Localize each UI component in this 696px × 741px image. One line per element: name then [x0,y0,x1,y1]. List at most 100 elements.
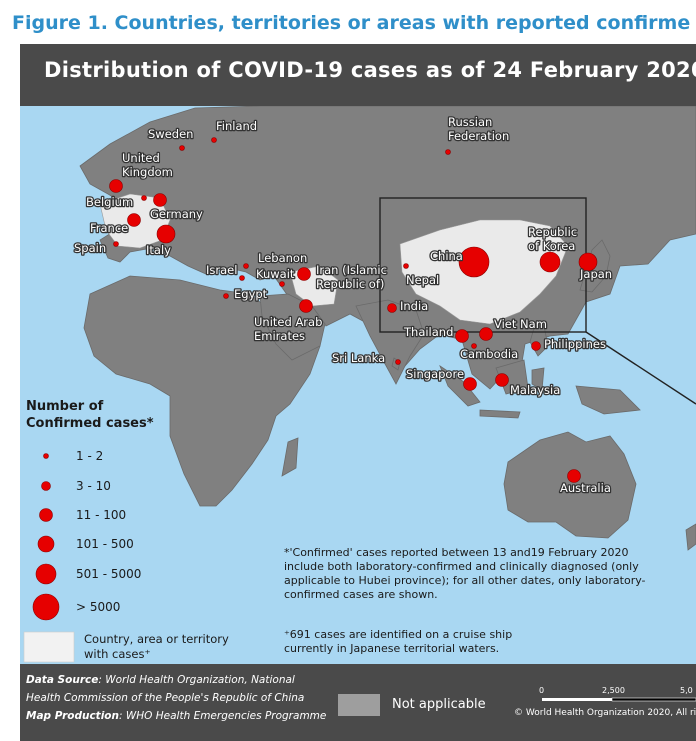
footnote-confirmed-line1: *'Confirmed' cases reported between 13 a… [284,546,629,559]
map-production: Map Production: WHO Health Emergencies P… [26,710,326,722]
legend-symbol-over-5000 [32,593,60,621]
marker-uk [109,179,123,193]
marker-israel [239,275,245,281]
country-label-thailand: Thailand [403,325,453,339]
footnote-cruise-line2: currently in Japanese territorial waters… [284,642,500,655]
legend-symbols [32,453,60,621]
country-label-line: Egypt [234,287,268,301]
legend-title-line1: Number of [26,399,104,414]
legend-country-with-cases-line2: with cases⁺ [84,647,151,661]
country-label-line: Philippines [544,337,606,351]
land-madagascar [281,437,299,477]
map-header: Distribution of COVID-19 cases as of 24 … [20,44,696,106]
country-label-line: of Korea [528,239,575,253]
marker-korea [539,251,561,273]
marker-egypt [223,293,229,299]
marker-belgium [141,195,147,201]
scale-tick-5000: 5,0 [680,686,693,695]
footnote-confirmed-line4: confirmed cases are shown. [284,588,438,601]
marker-uae [299,299,313,313]
country-label-egypt: Egypt [234,287,268,301]
country-labels: Sweden Finland United Kingdom Belgium Germany… [73,114,614,497]
footnote-confirmed-line2: include both laboratory-confirmed and cl… [284,560,639,573]
legend-swatch-with-cases [23,631,75,663]
country-label-line: Nepal [406,273,439,287]
marker-lebanon [243,263,249,269]
land-australia [503,431,637,539]
legend-symbol-501-5000 [35,563,57,585]
marker-italy [156,224,176,244]
country-label-united-arab-emirates: United Arab Emirates [254,315,322,343]
country-label-line: Lebanon [258,251,307,265]
legend-title-line2: Confirmed cases* [26,416,154,431]
country-label-china: China [430,249,463,263]
country-label-philippines: Philippines [544,337,606,351]
legend-class-3: 11 - 100 [76,508,127,522]
country-label-australia: Australia [560,481,611,495]
country-label-line: Kuwait [256,267,295,281]
country-label-line: Finland [216,119,257,133]
country-label-cambodia: Cambodia [460,347,518,361]
data-source-line2: Health Commission of the People's Republ… [26,692,305,704]
country-label-line: Cambodia [460,347,518,361]
legend-class-1: 1 - 2 [76,449,104,463]
country-label-line: Belgium [86,195,133,209]
country-label-line: France [90,221,128,235]
country-label-united-kingdom: United Kingdom [122,151,173,179]
footnote-cruise-line1: ⁺691 cases are identified on a cruise sh… [284,628,513,641]
figure-caption: Figure 1. Countries, territories or area… [12,12,691,34]
land-india [355,299,425,385]
country-label-line: China [430,249,463,263]
legend-country-with-cases-line1: Country, area or territory [84,632,229,646]
marker-india [387,303,397,313]
footnote-cruise: ⁺691 cases are identified on a cruise sh… [284,628,512,656]
country-label-germany: Germany [150,207,203,221]
country-label-sri-lanka: Sri Lanka [332,351,385,365]
country-label-line: Iran (Islamic [316,263,387,277]
marker-sweden [179,145,185,151]
country-label-sweden: Sweden [148,127,193,141]
land-sulawesi [531,367,545,391]
country-label-line: Kingdom [122,165,173,179]
land-java [479,409,521,419]
country-label-republic-of-korea: Republic of Korea [528,225,577,253]
case-markers [109,137,598,483]
country-label-line: United Arab [254,315,322,329]
marker-nepal [403,263,409,269]
legend-class-2: 3 - 10 [76,479,111,493]
country-label-italy: Italy [146,243,171,257]
country-label-belgium: Belgium [86,195,133,209]
marker-france [127,213,141,227]
country-label-line: Republic [528,225,577,239]
country-label-israel: Israel [206,263,237,277]
scale-bar [542,697,696,702]
map-production-label: Map Production [26,710,119,722]
country-label-line: Malaysia [510,383,560,397]
marker-germany [153,193,167,207]
country-label-singapore: Singapore [406,367,464,381]
country-label-line: Russian [448,115,492,129]
legend-symbol-3-10 [41,481,51,491]
scale-tick-2500: 2,500 [602,686,625,695]
country-label-line: Emirates [254,329,305,343]
footnote-confirmed-line3: applicable to Hubei province); for all o… [284,574,646,587]
country-label-nepal: Nepal [406,273,439,287]
legend-class-5: 501 - 5000 [76,567,142,581]
marker-japan [578,252,598,272]
country-label-finland: Finland [216,119,257,133]
legend-not-applicable: Not applicable [392,697,486,712]
land [79,105,696,551]
country-label-kuwait: Kuwait [256,267,295,281]
marker-srilanka [395,359,401,365]
country-label-lebanon: Lebanon [258,251,307,265]
land-newguinea [575,385,641,415]
legend-symbol-101-500 [37,535,55,553]
scale-bar-segment-2 [611,697,696,702]
map-production-value: : WHO Health Emergencies Programme [119,710,327,722]
country-label-france: France [90,221,128,235]
data-source: Data Source: World Health Organization, … [26,674,295,686]
land-africa [83,275,321,507]
scale-bar-segment-1 [542,698,612,701]
legend-symbol-1-2 [43,453,49,459]
country-label-line: Spain [74,241,106,255]
